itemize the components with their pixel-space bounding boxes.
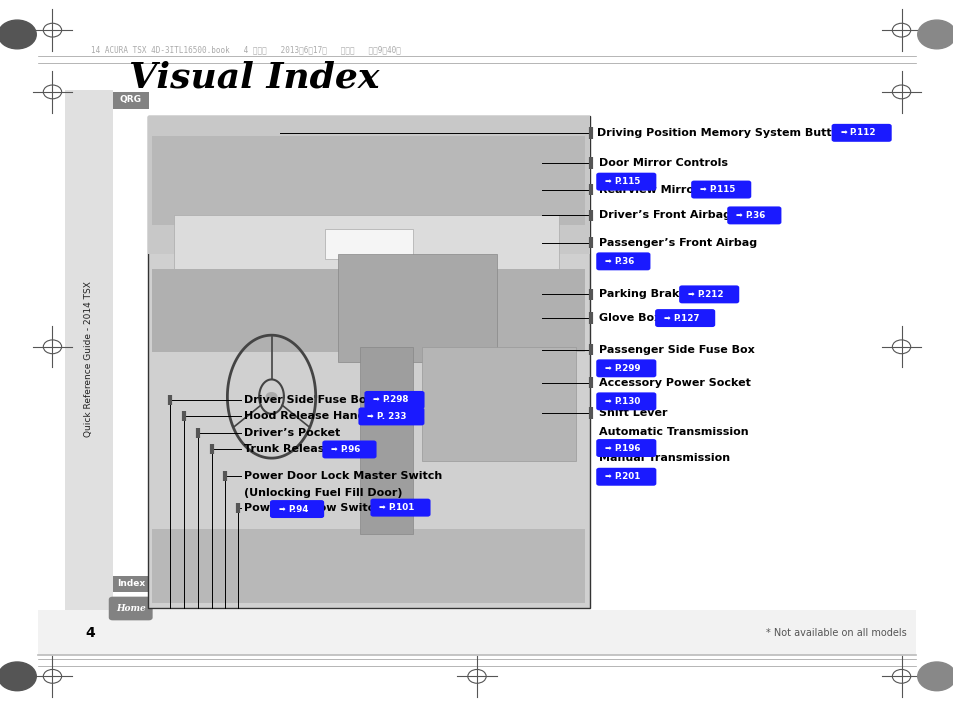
FancyBboxPatch shape [726, 207, 781, 224]
Text: 14 ACURA TSX 4D-3ITL16500.book   4 ページ   2013年6月17日   月曜日   午前9時40分: 14 ACURA TSX 4D-3ITL16500.book 4 ページ 201… [91, 46, 400, 55]
Text: Accessory Power Socket: Accessory Power Socket [598, 378, 750, 388]
Bar [337, 254, 497, 363]
Text: P.298: P.298 [382, 396, 409, 404]
FancyBboxPatch shape [370, 498, 430, 517]
Bar [148, 116, 589, 254]
Text: Home: Home [115, 604, 146, 612]
FancyBboxPatch shape [679, 285, 739, 303]
Text: Parking Brake: Parking Brake [598, 289, 686, 299]
Text: QRG: QRG [119, 95, 142, 104]
Circle shape [266, 393, 276, 401]
Text: ➡: ➡ [367, 412, 374, 421]
Text: P.115: P.115 [709, 185, 735, 194]
Text: P.94: P.94 [288, 505, 308, 513]
FancyBboxPatch shape [596, 392, 656, 411]
Bar [174, 215, 558, 274]
Text: Driver’s Pocket: Driver’s Pocket [244, 428, 340, 438]
Text: Trunk Release: Trunk Release [244, 444, 332, 454]
Text: * Not available on all models: * Not available on all models [764, 628, 905, 638]
Text: P.36: P.36 [614, 257, 634, 266]
Bar [152, 269, 584, 353]
FancyBboxPatch shape [364, 391, 424, 409]
Circle shape [0, 20, 36, 49]
Bar [65, 90, 112, 653]
Text: Hood Release Handle: Hood Release Handle [244, 411, 376, 421]
Text: ➡: ➡ [604, 472, 611, 481]
Bar [112, 92, 149, 109]
Text: ➡: ➡ [278, 505, 285, 513]
FancyBboxPatch shape [596, 359, 656, 378]
Text: P.112: P.112 [849, 129, 875, 137]
Text: ➡: ➡ [663, 314, 670, 322]
Text: Index: Index [116, 579, 145, 588]
Text: P.96: P.96 [340, 445, 360, 454]
Text: P. 233: P. 233 [376, 412, 406, 421]
FancyBboxPatch shape [358, 407, 424, 425]
Text: Shift Lever: Shift Lever [598, 408, 667, 418]
FancyBboxPatch shape [270, 500, 324, 518]
FancyBboxPatch shape [596, 172, 656, 191]
Bar [112, 576, 149, 592]
Circle shape [0, 662, 36, 691]
Text: Passenger’s Front Airbag: Passenger’s Front Airbag [598, 238, 757, 248]
Bar [359, 348, 413, 534]
Text: Visual Index: Visual Index [129, 60, 378, 95]
Text: ➡: ➡ [373, 396, 379, 404]
Bar [148, 116, 589, 608]
FancyBboxPatch shape [109, 597, 152, 620]
Text: Glove Box: Glove Box [598, 313, 660, 323]
Text: ➡: ➡ [604, 444, 611, 452]
FancyBboxPatch shape [322, 440, 376, 458]
Text: P.115: P.115 [614, 177, 640, 186]
Text: ➡: ➡ [840, 129, 846, 137]
Text: Passenger Side Fuse Box: Passenger Side Fuse Box [598, 345, 754, 355]
Text: ➡: ➡ [699, 185, 706, 194]
Circle shape [917, 20, 953, 49]
Bar [421, 348, 576, 461]
Text: Door Mirror Controls: Door Mirror Controls [598, 158, 727, 168]
Text: Driving Position Memory System Buttons*: Driving Position Memory System Buttons* [597, 128, 859, 138]
FancyBboxPatch shape [655, 309, 715, 327]
Text: ➡: ➡ [604, 397, 611, 406]
Bar [152, 136, 584, 225]
Text: P.212: P.212 [697, 290, 723, 299]
Text: Driver Side Fuse Box: Driver Side Fuse Box [244, 395, 374, 405]
Text: Manual Transmission: Manual Transmission [598, 453, 729, 463]
Text: P.101: P.101 [388, 503, 415, 512]
Bar [152, 529, 584, 603]
Text: P.299: P.299 [614, 364, 640, 373]
FancyBboxPatch shape [690, 180, 751, 198]
Text: P.196: P.196 [614, 444, 640, 452]
Text: Power Door Lock Master Switch: Power Door Lock Master Switch [244, 471, 442, 481]
Text: Power Window Switches: Power Window Switches [244, 503, 396, 513]
Text: P.201: P.201 [614, 472, 640, 481]
Text: P.127: P.127 [673, 314, 699, 322]
Text: ➡: ➡ [604, 177, 611, 186]
Text: Quick Reference Guide - 2014 TSX: Quick Reference Guide - 2014 TSX [84, 281, 93, 437]
FancyBboxPatch shape [596, 439, 656, 457]
Circle shape [917, 662, 953, 691]
Bar [38, 610, 915, 655]
Text: P.36: P.36 [744, 211, 765, 220]
Text: ➡: ➡ [604, 364, 611, 373]
FancyBboxPatch shape [596, 468, 656, 486]
Text: ➡: ➡ [735, 211, 741, 220]
FancyBboxPatch shape [596, 252, 650, 270]
Text: ➡: ➡ [378, 503, 385, 512]
Bar [324, 230, 413, 259]
Text: P.130: P.130 [614, 397, 640, 406]
Text: ➡: ➡ [604, 257, 611, 266]
Text: 4: 4 [86, 626, 95, 640]
Text: Automatic Transmission: Automatic Transmission [598, 426, 748, 437]
Text: Rearview Mirror: Rearview Mirror [598, 185, 699, 195]
Text: Driver’s Front Airbag: Driver’s Front Airbag [598, 210, 730, 220]
Text: ➡: ➡ [687, 290, 694, 299]
Text: (Unlocking Fuel Fill Door): (Unlocking Fuel Fill Door) [244, 488, 402, 498]
Text: ➡: ➡ [331, 445, 337, 454]
FancyBboxPatch shape [831, 123, 891, 141]
